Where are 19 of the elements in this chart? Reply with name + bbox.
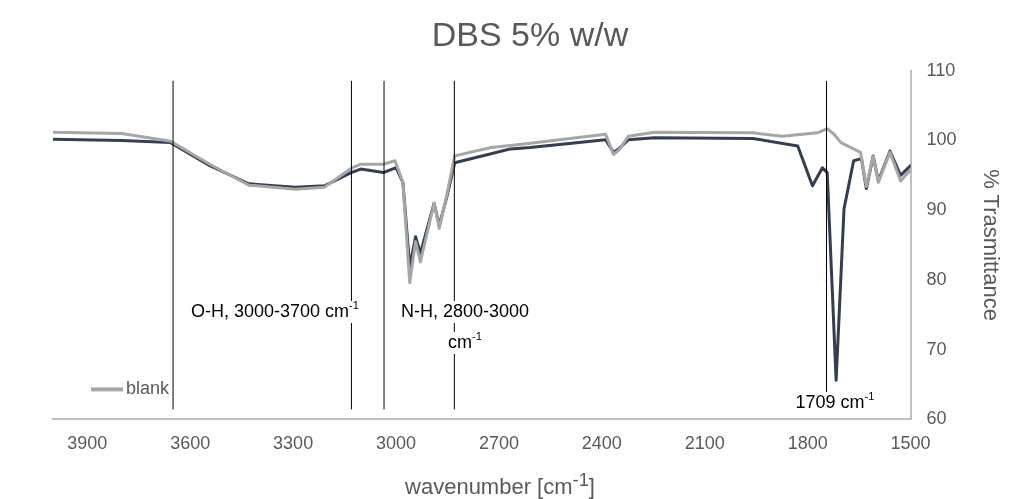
x-tick-label: 1500 xyxy=(890,433,931,454)
y-tick-label: 90 xyxy=(926,199,947,220)
y-tick-label: 110 xyxy=(926,59,956,80)
x-tick-label: 3600 xyxy=(170,433,211,454)
x-tick-label: 3000 xyxy=(376,433,417,454)
chart-title: DBS 5% w/w xyxy=(431,14,629,53)
x-tick-label: 3300 xyxy=(273,433,314,454)
x-tick-label: 2400 xyxy=(581,433,622,454)
y-tick-label: 80 xyxy=(926,268,947,289)
y-axis-title: % Trasmittance xyxy=(978,169,1004,321)
x-tick-label: 2700 xyxy=(478,433,519,454)
x-tick-label: 2100 xyxy=(684,433,725,454)
y-tick-label: 70 xyxy=(926,338,947,359)
x-axis-title: wavenumber [cm$^{-1}$] xyxy=(404,467,596,499)
y-tick-label: 60 xyxy=(926,408,947,429)
x-tick-label: 1800 xyxy=(787,433,828,454)
x-tick-label: 3900 xyxy=(67,433,108,454)
y-tick-label: 100 xyxy=(926,129,957,150)
legend-label: blank xyxy=(126,378,171,399)
